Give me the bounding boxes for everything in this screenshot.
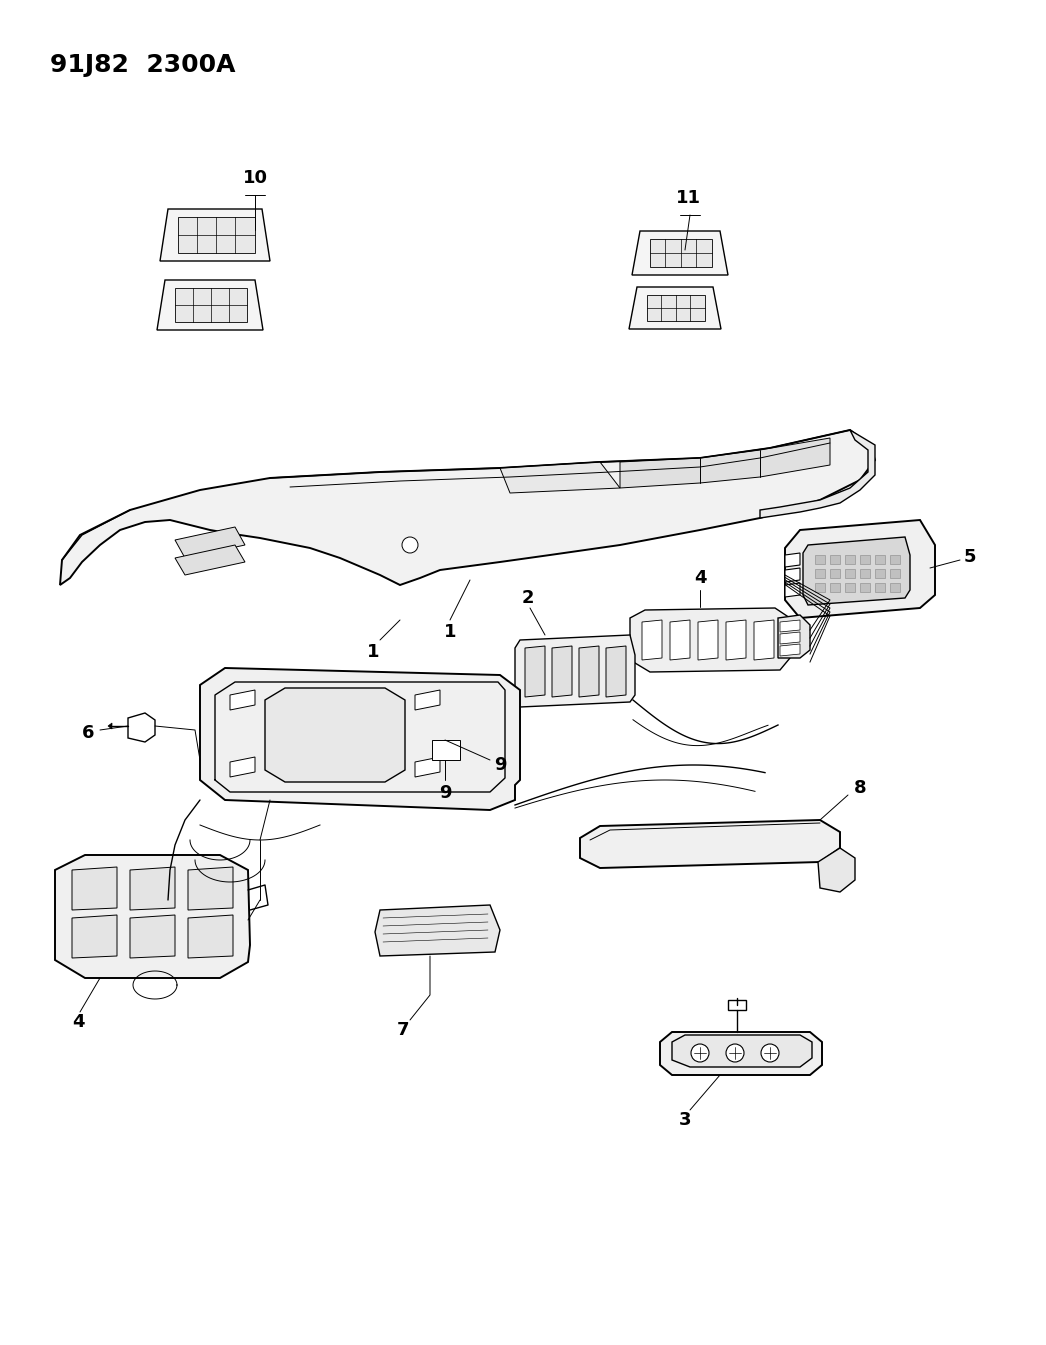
Polygon shape bbox=[726, 620, 746, 660]
Polygon shape bbox=[698, 620, 718, 660]
Bar bbox=[650, 239, 712, 268]
Text: 9: 9 bbox=[494, 756, 506, 773]
Polygon shape bbox=[784, 568, 800, 582]
Bar bbox=[815, 582, 825, 592]
Polygon shape bbox=[188, 915, 233, 958]
Polygon shape bbox=[415, 757, 440, 777]
Polygon shape bbox=[670, 620, 690, 660]
Bar bbox=[890, 569, 900, 578]
Circle shape bbox=[761, 1044, 779, 1063]
Polygon shape bbox=[552, 646, 572, 697]
Polygon shape bbox=[157, 280, 263, 330]
Polygon shape bbox=[188, 868, 233, 911]
Bar bbox=[890, 555, 900, 564]
Polygon shape bbox=[630, 608, 790, 672]
Text: 1: 1 bbox=[444, 623, 456, 642]
Text: 9: 9 bbox=[438, 784, 451, 802]
Bar bbox=[647, 295, 705, 321]
Polygon shape bbox=[55, 855, 250, 978]
Polygon shape bbox=[784, 521, 935, 617]
Polygon shape bbox=[780, 644, 800, 656]
Polygon shape bbox=[130, 868, 175, 911]
Bar bbox=[815, 569, 825, 578]
Polygon shape bbox=[500, 461, 620, 494]
Bar bbox=[175, 288, 247, 321]
Circle shape bbox=[402, 537, 418, 553]
Text: 6: 6 bbox=[82, 724, 94, 742]
Polygon shape bbox=[108, 724, 112, 729]
Polygon shape bbox=[579, 820, 840, 868]
Polygon shape bbox=[432, 740, 460, 760]
Bar bbox=[829, 582, 840, 592]
Text: 11: 11 bbox=[676, 190, 701, 207]
Bar bbox=[876, 569, 885, 578]
Polygon shape bbox=[642, 620, 662, 660]
Polygon shape bbox=[230, 757, 255, 777]
Bar bbox=[178, 217, 255, 253]
Polygon shape bbox=[376, 905, 500, 956]
Polygon shape bbox=[780, 620, 800, 632]
Polygon shape bbox=[629, 286, 721, 330]
Polygon shape bbox=[784, 553, 800, 568]
Polygon shape bbox=[72, 868, 117, 911]
Polygon shape bbox=[72, 915, 117, 958]
Bar bbox=[860, 569, 870, 578]
Polygon shape bbox=[754, 620, 774, 660]
Bar bbox=[815, 555, 825, 564]
Bar bbox=[829, 569, 840, 578]
Polygon shape bbox=[175, 527, 245, 558]
Polygon shape bbox=[660, 1032, 822, 1075]
Polygon shape bbox=[803, 537, 910, 605]
Text: 7: 7 bbox=[396, 1021, 409, 1038]
Polygon shape bbox=[606, 646, 626, 697]
Polygon shape bbox=[160, 208, 270, 261]
Polygon shape bbox=[265, 689, 405, 781]
Circle shape bbox=[691, 1044, 709, 1063]
Polygon shape bbox=[620, 438, 829, 488]
Text: 91J82  2300A: 91J82 2300A bbox=[50, 52, 235, 77]
Polygon shape bbox=[784, 582, 800, 597]
Polygon shape bbox=[778, 615, 810, 658]
Polygon shape bbox=[579, 646, 599, 697]
Polygon shape bbox=[230, 690, 255, 710]
Polygon shape bbox=[415, 690, 440, 710]
Polygon shape bbox=[818, 847, 855, 892]
Bar bbox=[845, 569, 855, 578]
Text: 10: 10 bbox=[243, 169, 268, 187]
Polygon shape bbox=[760, 430, 876, 518]
Polygon shape bbox=[525, 646, 545, 697]
Text: 1: 1 bbox=[367, 643, 380, 660]
Text: 2: 2 bbox=[522, 589, 535, 607]
Circle shape bbox=[726, 1044, 744, 1063]
Text: 8: 8 bbox=[854, 779, 866, 798]
Polygon shape bbox=[780, 632, 800, 644]
Bar bbox=[890, 582, 900, 592]
Bar bbox=[876, 582, 885, 592]
Polygon shape bbox=[175, 545, 245, 576]
Polygon shape bbox=[200, 668, 520, 810]
Text: 3: 3 bbox=[679, 1111, 691, 1128]
Bar bbox=[876, 555, 885, 564]
Polygon shape bbox=[728, 999, 746, 1010]
Bar bbox=[860, 582, 870, 592]
Text: 4: 4 bbox=[693, 569, 706, 586]
Polygon shape bbox=[632, 231, 728, 274]
Polygon shape bbox=[128, 713, 155, 742]
Polygon shape bbox=[672, 1036, 812, 1067]
Polygon shape bbox=[60, 430, 876, 585]
Bar bbox=[860, 555, 870, 564]
Polygon shape bbox=[515, 635, 635, 707]
Polygon shape bbox=[130, 915, 175, 958]
Bar bbox=[845, 582, 855, 592]
Bar bbox=[845, 555, 855, 564]
Text: 5: 5 bbox=[963, 547, 976, 566]
Bar bbox=[829, 555, 840, 564]
Text: 4: 4 bbox=[72, 1013, 85, 1032]
